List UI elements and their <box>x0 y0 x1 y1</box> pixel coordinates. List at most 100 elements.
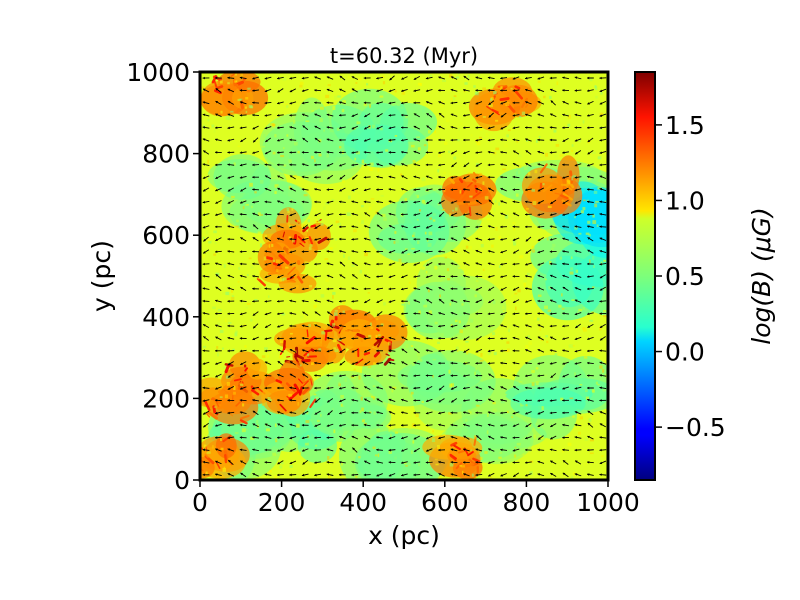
field-vector <box>487 138 495 142</box>
field-vector <box>400 461 408 464</box>
field-vector <box>351 261 358 267</box>
field-vector <box>462 299 470 303</box>
field-vector <box>364 311 371 316</box>
field-vector <box>227 361 234 366</box>
field-vector <box>599 126 607 130</box>
field-vector <box>413 237 421 241</box>
field-vector <box>438 76 445 80</box>
field-vector <box>388 101 396 105</box>
field-vector <box>450 460 458 464</box>
field-vector <box>227 237 235 241</box>
field-vector <box>388 151 396 154</box>
field-vector <box>574 176 582 179</box>
field-vector <box>574 287 582 291</box>
colorbar-ticks: −0.5 0.0 0.5 1.0 1.5 <box>655 111 726 442</box>
field-vector <box>376 473 383 477</box>
field-vector <box>450 299 458 303</box>
field-vector <box>586 460 594 464</box>
field-vector <box>227 250 235 253</box>
field-vector <box>586 175 594 179</box>
field-vector <box>537 213 545 216</box>
field-vector <box>562 250 570 253</box>
field-vector <box>202 473 210 477</box>
field-vector <box>512 262 520 266</box>
field-vector <box>252 236 259 242</box>
field-vector <box>438 163 446 167</box>
field-vector <box>512 436 520 439</box>
field-vector <box>388 249 396 254</box>
field-vector <box>413 473 421 477</box>
field-vector <box>264 114 272 117</box>
field-vector <box>400 150 408 154</box>
field-vector <box>302 459 309 465</box>
field-vector <box>463 75 470 81</box>
field-vector <box>462 188 470 191</box>
field-vector <box>500 101 507 105</box>
field-vector <box>202 349 210 353</box>
field-vector <box>252 101 260 105</box>
field-vector <box>239 176 247 179</box>
field-vector <box>338 126 346 130</box>
field-vector <box>413 374 421 378</box>
field-vector <box>400 299 408 303</box>
field-vector <box>425 163 433 167</box>
field-vector <box>326 213 334 216</box>
field-vector <box>276 436 284 439</box>
field-vector <box>525 299 532 303</box>
field-vector <box>599 225 607 229</box>
field-vector <box>264 187 272 192</box>
field-vector <box>587 435 594 440</box>
field-vector <box>438 225 446 229</box>
field-vector <box>227 126 235 130</box>
field-vector <box>524 188 532 192</box>
field-vector <box>537 411 545 415</box>
field-vector <box>289 225 297 229</box>
field-vector <box>599 262 607 266</box>
field-vector <box>574 89 582 92</box>
field-vector <box>512 150 520 155</box>
field-vector <box>289 187 297 192</box>
field-vector <box>326 473 334 476</box>
field-vector <box>277 88 284 93</box>
field-vector <box>314 448 322 452</box>
field-vector <box>512 324 520 328</box>
field-vector <box>549 163 557 166</box>
field-vector <box>289 163 297 167</box>
field-vector <box>289 274 296 279</box>
field-vector <box>463 274 470 278</box>
field-vector <box>475 76 483 80</box>
field-vector <box>239 337 247 340</box>
field-vector <box>574 188 582 192</box>
field-vector <box>376 299 383 304</box>
field-vector <box>537 113 545 117</box>
field-vector <box>574 76 582 80</box>
field-vector <box>388 386 396 390</box>
field-vector <box>599 187 607 192</box>
field-vector <box>438 237 446 241</box>
field-vector <box>525 336 532 341</box>
field-vector <box>252 299 260 303</box>
field-vector <box>314 397 321 403</box>
field-vector <box>450 200 458 204</box>
field-vector <box>500 324 507 328</box>
field-vector <box>401 336 408 341</box>
heatmap-high-region <box>422 434 483 480</box>
field-vector <box>351 348 359 353</box>
field-vector <box>586 349 594 353</box>
field-vector <box>549 399 557 402</box>
field-vector <box>562 274 569 278</box>
field-vector <box>289 436 297 440</box>
field-vector <box>426 298 433 304</box>
field-vector <box>376 88 383 93</box>
field-vector <box>264 237 272 242</box>
field-vector <box>388 274 396 279</box>
field-vector <box>215 386 222 390</box>
field-vector <box>413 275 421 278</box>
field-vector <box>549 262 557 266</box>
field-vector <box>363 175 371 179</box>
field-vector <box>475 212 483 216</box>
x-tick-label: 600 <box>421 488 469 517</box>
field-vector <box>413 336 421 340</box>
field-vector <box>475 262 483 266</box>
field-vector <box>227 100 234 105</box>
